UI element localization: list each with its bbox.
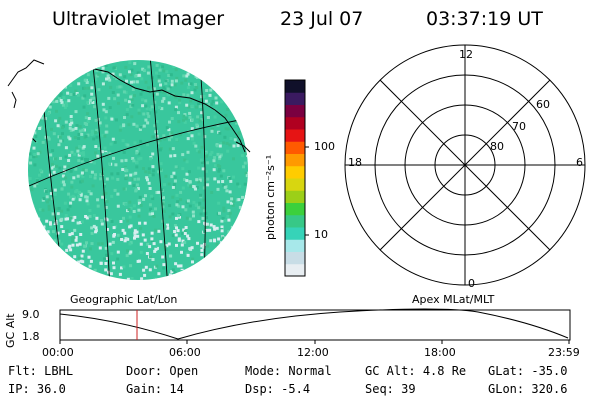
date-label: 23 Jul 07 (280, 8, 364, 30)
timeline-xtick-2359: 23:59 (548, 346, 580, 359)
timeline-xtick-1200: 12:00 (297, 346, 329, 359)
polar-mlat-80: 80 (490, 140, 504, 153)
timeline-plot (59, 308, 571, 344)
glon-label: GLon: (488, 382, 525, 396)
ip-label: IP: (8, 382, 30, 396)
status-door: Door: Open (126, 364, 198, 378)
seq-label: Seq: (365, 382, 394, 396)
mode-value: Normal (288, 364, 332, 378)
colorbar-cell (285, 80, 305, 93)
gcalt-label: GC Alt: (365, 364, 416, 378)
polar-panel-label: Apex MLat/MLT (412, 293, 495, 306)
seq-value: 39 (401, 382, 416, 396)
colorbar-cells (285, 80, 305, 277)
polar-plot (344, 44, 586, 286)
altitude-curve (59, 308, 569, 340)
status-gcalt: GC Alt: 4.8 Re (365, 364, 466, 378)
timeline-ytick-high: 9.0 (22, 308, 40, 321)
polar-label-6: 6 (576, 156, 583, 169)
colorbar-cell (285, 92, 305, 105)
timeline-xtick-0600: 06:00 (169, 346, 201, 359)
flt-label: Flt: (8, 364, 37, 378)
coastline-outside-3 (235, 141, 251, 153)
uv-image (7, 59, 251, 280)
status-ip: IP: 36.0 (8, 382, 66, 396)
coastline-outside-2 (11, 91, 17, 109)
timeline-ytick-low: 1.8 (22, 330, 40, 343)
status-seq: Seq: 39 (365, 382, 416, 396)
status-mode: Mode: Normal (245, 364, 332, 378)
colorbar-cell (285, 239, 305, 252)
status-gain: Gain: 14 (126, 382, 184, 396)
colorbar-cell (285, 190, 305, 203)
polar-label-18: 18 (348, 156, 362, 169)
gain-label: Gain: (126, 382, 163, 396)
time-label: 03:37:19 UT (426, 8, 543, 30)
colorbar-cell (285, 104, 305, 118)
timeline-xtick-0000: 00:00 (42, 346, 74, 359)
glon-value: 320.6 (531, 382, 568, 396)
colorbar-unit-label: photon cm⁻²s⁻¹ (264, 154, 277, 240)
flt-value: LBHL (44, 364, 74, 378)
polar-label-0: 0 (468, 277, 475, 290)
gain-value: 14 (169, 382, 184, 396)
timeline-ylabel: GC Alt (4, 313, 17, 348)
colorbar-cell (285, 141, 305, 154)
colorbar-cell (285, 178, 305, 191)
gcalt-value: 4.8 Re (422, 364, 467, 378)
colorbar-tick-label-100: 100 (314, 140, 335, 153)
status-glat: GLat: -35.0 (488, 364, 567, 378)
colorbar-tick-label-10: 10 (314, 228, 328, 241)
timeline-xtick-1800: 18:00 (424, 346, 456, 359)
glat-label: GLat: (488, 364, 525, 378)
geo-panel-label: Geographic Lat/Lon (70, 293, 178, 306)
colorbar-cell (285, 263, 305, 277)
ip-value: 36.0 (36, 382, 66, 396)
colorbar-cell (285, 202, 305, 216)
colorbar (284, 79, 309, 277)
timeline-ticks (59, 340, 570, 344)
polar-diagonal-2 (379, 79, 551, 251)
door-label: Door: (126, 364, 163, 378)
app-title: Ultraviolet Imager (52, 8, 225, 30)
colorbar-cell (285, 129, 305, 142)
dsp-label: Dsp: (245, 382, 274, 396)
colorbar-cell (285, 214, 305, 228)
door-value: Open (169, 364, 199, 378)
mode-label: Mode: (245, 364, 282, 378)
polar-mlat-70: 70 (512, 120, 526, 133)
status-glon: GLon: 320.6 (488, 382, 567, 396)
polar-label-12: 12 (459, 48, 473, 61)
colorbar-cell (285, 165, 305, 179)
coastline-outside (7, 59, 45, 87)
colorbar-cell (285, 153, 305, 167)
colorbar-cell (285, 227, 305, 240)
glat-value: -35.0 (531, 364, 568, 378)
status-dsp: Dsp: -5.4 (245, 382, 310, 396)
colorbar-frame (284, 79, 306, 277)
status-flt: Flt: LBHL (8, 364, 73, 378)
colorbar-cell (285, 251, 305, 265)
polar-mlat-60: 60 (536, 98, 550, 111)
dsp-value: -5.4 (281, 382, 311, 396)
colorbar-cell (285, 116, 305, 130)
